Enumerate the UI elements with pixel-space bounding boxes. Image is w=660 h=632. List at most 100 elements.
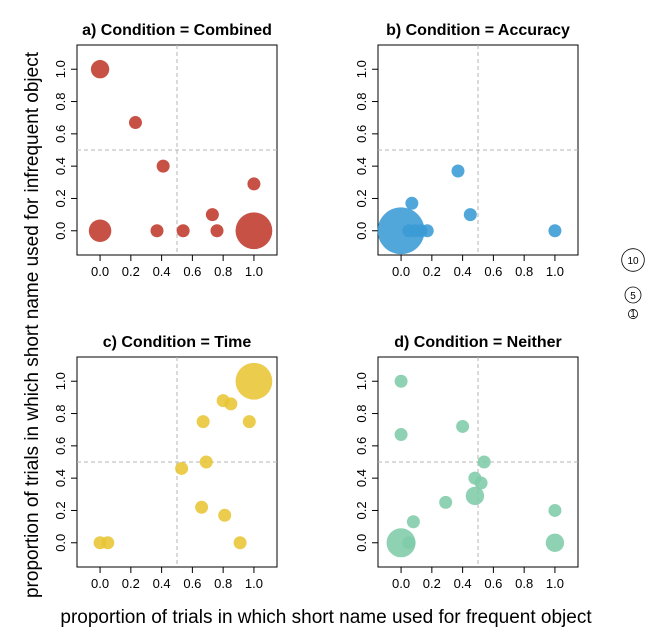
x-tick-label: 0.2 bbox=[423, 264, 441, 279]
data-point bbox=[548, 503, 562, 517]
x-tick-label: 0.2 bbox=[122, 576, 140, 591]
data-point bbox=[394, 428, 408, 442]
data-point bbox=[439, 495, 453, 509]
data-point bbox=[90, 60, 110, 79]
y-tick-label: 0.8 bbox=[354, 92, 369, 110]
y-tick-label: 0.6 bbox=[53, 125, 68, 143]
y-tick-label: 0.4 bbox=[53, 157, 68, 175]
data-point bbox=[456, 419, 470, 433]
y-tick-label: 0.0 bbox=[354, 222, 369, 240]
x-tick-label: 0.0 bbox=[392, 264, 410, 279]
x-tick-label: 0.8 bbox=[214, 264, 232, 279]
data-point bbox=[128, 116, 142, 130]
data-point bbox=[545, 533, 565, 552]
data-point bbox=[205, 208, 219, 222]
x-tick-label: 0.2 bbox=[423, 576, 441, 591]
data-point bbox=[451, 164, 465, 178]
data-point bbox=[235, 212, 273, 250]
x-axis-title: proportion of trials in which short name… bbox=[60, 607, 592, 628]
data-point bbox=[406, 515, 420, 529]
panel-title: d) Condition = Neither bbox=[394, 334, 562, 351]
x-tick-label: 0.4 bbox=[153, 576, 171, 591]
x-tick-label: 0.0 bbox=[392, 576, 410, 591]
x-tick-label: 0.0 bbox=[91, 264, 109, 279]
data-point bbox=[195, 500, 209, 514]
data-point bbox=[150, 224, 164, 238]
y-tick-label: 0.4 bbox=[354, 157, 369, 175]
y-tick-label: 0.0 bbox=[53, 222, 68, 240]
x-tick-label: 0.6 bbox=[183, 264, 201, 279]
data-point bbox=[548, 224, 562, 238]
y-tick-label: 1.0 bbox=[53, 372, 68, 390]
y-axis-title: proportion of trials in which short name… bbox=[22, 51, 43, 598]
panel-title: a) Condition = Combined bbox=[82, 22, 272, 39]
y-tick-label: 1.0 bbox=[354, 372, 369, 390]
x-tick-label: 1.0 bbox=[546, 576, 564, 591]
size-legend: 10 5 1 bbox=[621, 248, 645, 320]
panel-title: b) Condition = Accuracy bbox=[386, 22, 570, 39]
data-point bbox=[196, 415, 210, 429]
y-tick-label: 0.8 bbox=[354, 404, 369, 422]
data-point bbox=[218, 508, 232, 522]
x-tick-label: 1.0 bbox=[546, 264, 564, 279]
data-point bbox=[402, 536, 416, 550]
legend-size-label: 5 bbox=[630, 291, 636, 302]
data-point bbox=[465, 486, 485, 506]
y-tick-label: 0.2 bbox=[53, 189, 68, 207]
data-point bbox=[377, 207, 425, 255]
data-point bbox=[477, 455, 491, 469]
data-point bbox=[156, 159, 170, 173]
data-point bbox=[88, 219, 112, 243]
y-tick-label: 0.6 bbox=[354, 437, 369, 455]
x-tick-label: 0.2 bbox=[122, 264, 140, 279]
x-tick-label: 1.0 bbox=[245, 264, 263, 279]
panel-c: c) Condition = Time 0.0 0.2 0.4 0.6 0.8 1.0 0.0… bbox=[53, 334, 278, 591]
panel-b: b) Condition = Accuracy 0.0 0.2 0.4 0.6 0.8 1.… bbox=[354, 22, 579, 279]
x-tick-label: 0.4 bbox=[454, 264, 472, 279]
data-point bbox=[199, 455, 213, 469]
y-tick-label: 1.0 bbox=[354, 60, 369, 78]
data-point bbox=[394, 374, 408, 388]
data-point bbox=[176, 224, 190, 238]
data-point bbox=[474, 476, 488, 490]
y-tick-label: 0.2 bbox=[53, 501, 68, 519]
panel-d: d) Condition = Neither 0.0 0.2 0.4 0.6 0.8 1.0… bbox=[354, 334, 579, 591]
data-point bbox=[463, 208, 477, 222]
data-point bbox=[175, 461, 189, 475]
x-tick-label: 0.8 bbox=[214, 576, 232, 591]
data-point bbox=[405, 196, 419, 210]
y-tick-label: 0.0 bbox=[53, 534, 68, 552]
panel-title: c) Condition = Time bbox=[103, 334, 252, 351]
y-tick-label: 0.4 bbox=[53, 469, 68, 487]
x-tick-label: 0.4 bbox=[153, 264, 171, 279]
legend-size-label: 10 bbox=[627, 256, 639, 267]
data-point bbox=[233, 536, 247, 550]
x-tick-label: 1.0 bbox=[245, 576, 263, 591]
legend-size-circle bbox=[621, 248, 645, 272]
x-tick-label: 0.0 bbox=[91, 576, 109, 591]
data-point bbox=[420, 224, 434, 238]
x-tick-label: 0.6 bbox=[484, 264, 502, 279]
y-tick-label: 0.4 bbox=[354, 469, 369, 487]
y-tick-label: 0.8 bbox=[53, 404, 68, 422]
y-tick-label: 0.6 bbox=[53, 437, 68, 455]
data-point bbox=[210, 224, 224, 238]
data-point bbox=[224, 397, 238, 411]
legend-size-circle bbox=[628, 309, 638, 319]
y-tick-label: 0.2 bbox=[354, 501, 369, 519]
panel-a: a) Condition = Combined 0.0 0.2 0.4 0.6 0.8 1.… bbox=[53, 22, 278, 279]
y-tick-label: 0.8 bbox=[53, 92, 68, 110]
y-tick-label: 0.6 bbox=[354, 125, 369, 143]
data-point bbox=[386, 528, 416, 558]
data-point bbox=[242, 415, 256, 429]
legend-size-label: 1 bbox=[630, 309, 636, 320]
legend-size-circle bbox=[624, 286, 642, 304]
x-tick-label: 0.8 bbox=[515, 264, 533, 279]
x-tick-label: 0.6 bbox=[183, 576, 201, 591]
data-point bbox=[235, 362, 273, 400]
data-point bbox=[247, 177, 261, 191]
panels: a) Condition = Combined 0.0 0.2 0.4 0.6 0.8 1.… bbox=[53, 22, 579, 591]
y-tick-label: 1.0 bbox=[53, 60, 68, 78]
x-tick-label: 0.4 bbox=[454, 576, 472, 591]
